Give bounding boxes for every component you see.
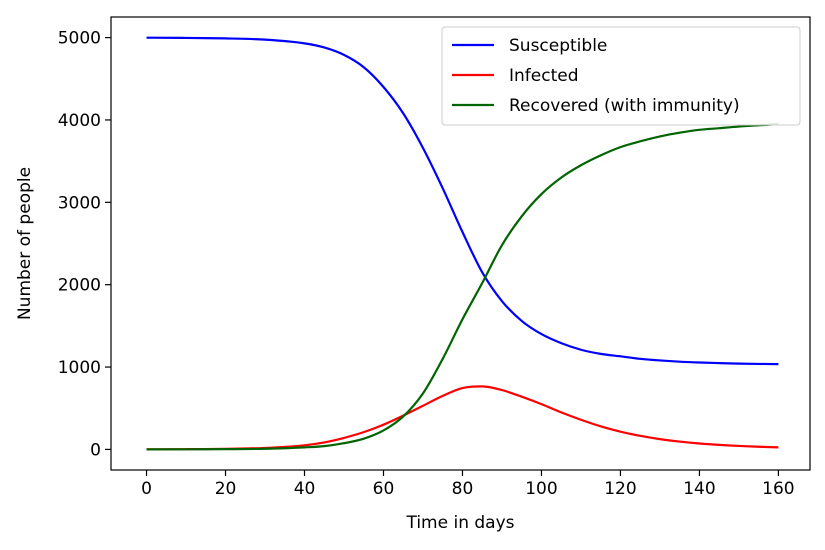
x-tick-label: 40 (294, 479, 316, 499)
y-tick-label: 1000 (58, 358, 101, 378)
y-tick-label: 5000 (58, 29, 101, 49)
y-tick-label: 2000 (58, 276, 101, 296)
x-tick-label: 60 (373, 479, 395, 499)
x-axis-label: Time in days (405, 513, 514, 533)
x-tick-label: 120 (604, 479, 636, 499)
x-tick-label: 0 (141, 479, 152, 499)
plot-frame (110, 16, 811, 471)
legend-entry-label: Infected (509, 66, 579, 86)
x-tick-label: 140 (683, 479, 715, 499)
x-tick-label: 20 (215, 479, 237, 499)
y-tick-label: 4000 (58, 111, 101, 131)
legend: Susceptible Infected Recovered (with immun… (441, 26, 801, 126)
y-tick-label: 0 (90, 440, 101, 460)
x-tick-label: 100 (525, 479, 557, 499)
y-axis-label: Number of people (15, 167, 35, 320)
series-line-infected (146, 385, 779, 451)
x-tick-label: 80 (452, 479, 474, 499)
series-line-susceptible (146, 36, 779, 366)
legend-entry-label: Susceptible (509, 36, 607, 56)
legend-entry-label: Recovered (with immunity) (509, 96, 740, 116)
x-tick-label: 160 (762, 479, 794, 499)
series-line-recovered-with-immunity (146, 122, 779, 451)
legend-box (441, 26, 801, 126)
y-tick-label: 3000 (58, 193, 101, 213)
